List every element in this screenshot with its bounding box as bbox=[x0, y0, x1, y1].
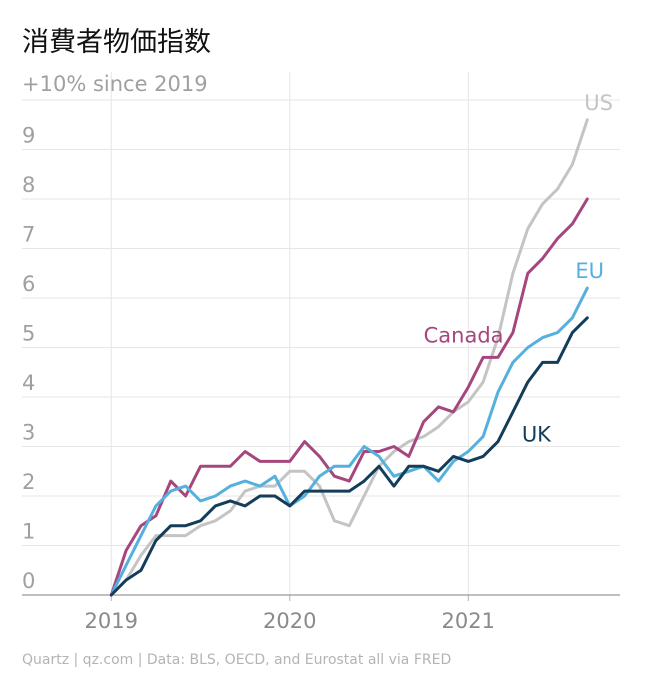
series-labels: US Canada EU UK bbox=[424, 91, 613, 447]
gridlines bbox=[22, 72, 620, 595]
chart-title: 消費者物価指数 bbox=[22, 27, 211, 58]
series-line-uk bbox=[109, 316, 589, 597]
y-tick-label-1: 1 bbox=[22, 520, 35, 544]
series-line-us bbox=[109, 118, 589, 597]
source-footer: Quartz | qz.com | Data: BLS, OECD, and E… bbox=[22, 652, 452, 668]
series-line-canada bbox=[109, 197, 589, 597]
y-tick-label-5: 5 bbox=[22, 322, 35, 346]
series-label-us: US bbox=[584, 91, 613, 115]
series-line-eu bbox=[109, 286, 589, 597]
y-tick-label-3: 3 bbox=[22, 421, 35, 445]
series-label-uk: UK bbox=[522, 423, 552, 447]
y-tick-label-6: 6 bbox=[22, 272, 35, 296]
series-label-canada: Canada bbox=[424, 324, 504, 348]
y-tick-label-9: 9 bbox=[22, 124, 35, 148]
series-label-eu: EU bbox=[575, 259, 604, 283]
series-lines bbox=[109, 118, 589, 597]
x-tick-label-2019: 2019 bbox=[85, 609, 138, 633]
y-tick-label-2: 2 bbox=[22, 470, 35, 494]
y-axis-label: +10% since 2019 bbox=[22, 72, 208, 96]
line-chart: 0 1 2 3 4 5 6 7 8 9 +10% since 2019 2019 2020 2021 US… bbox=[22, 72, 620, 633]
y-tick-label-7: 7 bbox=[22, 223, 35, 247]
y-tick-label-4: 4 bbox=[22, 371, 35, 395]
axes: 0 1 2 3 4 5 6 7 8 9 +10% since 2019 2019 2020 2021 bbox=[22, 72, 620, 633]
x-tick-label-2021: 2021 bbox=[442, 609, 495, 633]
y-tick-label-0: 0 bbox=[22, 569, 35, 593]
x-tick-label-2020: 2020 bbox=[263, 609, 316, 633]
y-tick-label-8: 8 bbox=[22, 173, 35, 197]
